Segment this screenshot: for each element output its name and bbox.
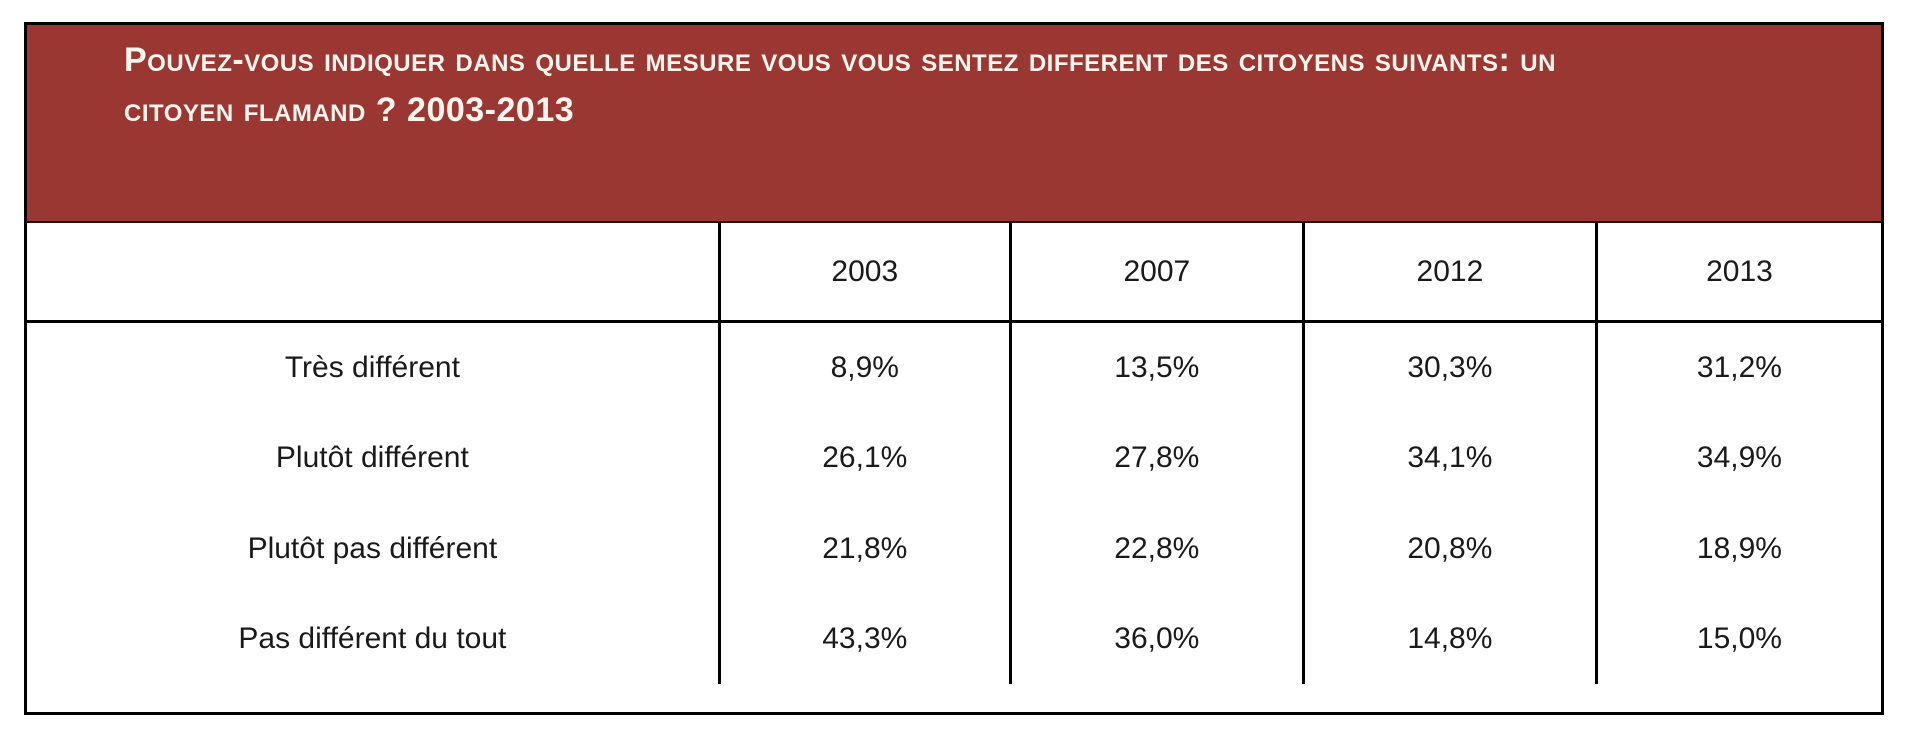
title-band: Pouvez-vous indiquer dans quelle mesure … bbox=[27, 25, 1881, 223]
year-header-2013: 2013 bbox=[1594, 223, 1881, 320]
table-row: Plutôt pas différent 21,8% 22,8% 20,8% 1… bbox=[27, 503, 1881, 594]
year-header-row: 2003 2007 2012 2013 bbox=[27, 223, 1881, 323]
row-label: Plutôt différent bbox=[27, 413, 718, 504]
value-cell: 22,8% bbox=[1008, 503, 1302, 594]
question-text: Pouvez-vous indiquer dans quelle mesure … bbox=[124, 41, 1556, 129]
value-cell: 20,8% bbox=[1301, 503, 1595, 594]
year-header-2012: 2012 bbox=[1301, 223, 1595, 320]
value-cell: 36,0% bbox=[1008, 593, 1302, 684]
survey-results-table: Pouvez-vous indiquer dans quelle mesure … bbox=[24, 22, 1884, 715]
value-cell: 15,0% bbox=[1594, 593, 1881, 684]
row-label: Plutôt pas différent bbox=[27, 503, 718, 594]
value-cell: 34,9% bbox=[1594, 413, 1881, 504]
year-header-2003: 2003 bbox=[717, 223, 1009, 320]
title-year-range: 2003-2013 bbox=[407, 91, 575, 129]
row-label: Très différent bbox=[27, 323, 718, 414]
value-cell: 26,1% bbox=[717, 413, 1009, 504]
table-row: Très différent 8,9% 13,5% 30,3% 31,2% bbox=[27, 323, 1881, 414]
table-row: Pas différent du tout 43,3% 36,0% 14,8% … bbox=[27, 593, 1881, 684]
value-cell: 30,3% bbox=[1301, 323, 1595, 414]
value-cell: 14,8% bbox=[1301, 593, 1595, 684]
value-cell: 34,1% bbox=[1301, 413, 1595, 504]
value-cell: 8,9% bbox=[717, 323, 1009, 414]
value-cell: 13,5% bbox=[1008, 323, 1302, 414]
table-body: Très différent 8,9% 13,5% 30,3% 31,2% Pl… bbox=[27, 323, 1881, 712]
page-title: Pouvez-vous indiquer dans quelle mesure … bbox=[124, 35, 1654, 135]
value-cell: 27,8% bbox=[1008, 413, 1302, 504]
value-cell: 31,2% bbox=[1594, 323, 1881, 414]
table-row: Plutôt différent 26,1% 27,8% 34,1% 34,9% bbox=[27, 413, 1881, 504]
row-label: Pas différent du tout bbox=[27, 593, 718, 684]
corner-cell bbox=[27, 223, 718, 320]
value-cell: 21,8% bbox=[717, 503, 1009, 594]
year-header-2007: 2007 bbox=[1008, 223, 1302, 320]
value-cell: 18,9% bbox=[1594, 503, 1881, 594]
value-cell: 43,3% bbox=[717, 593, 1009, 684]
